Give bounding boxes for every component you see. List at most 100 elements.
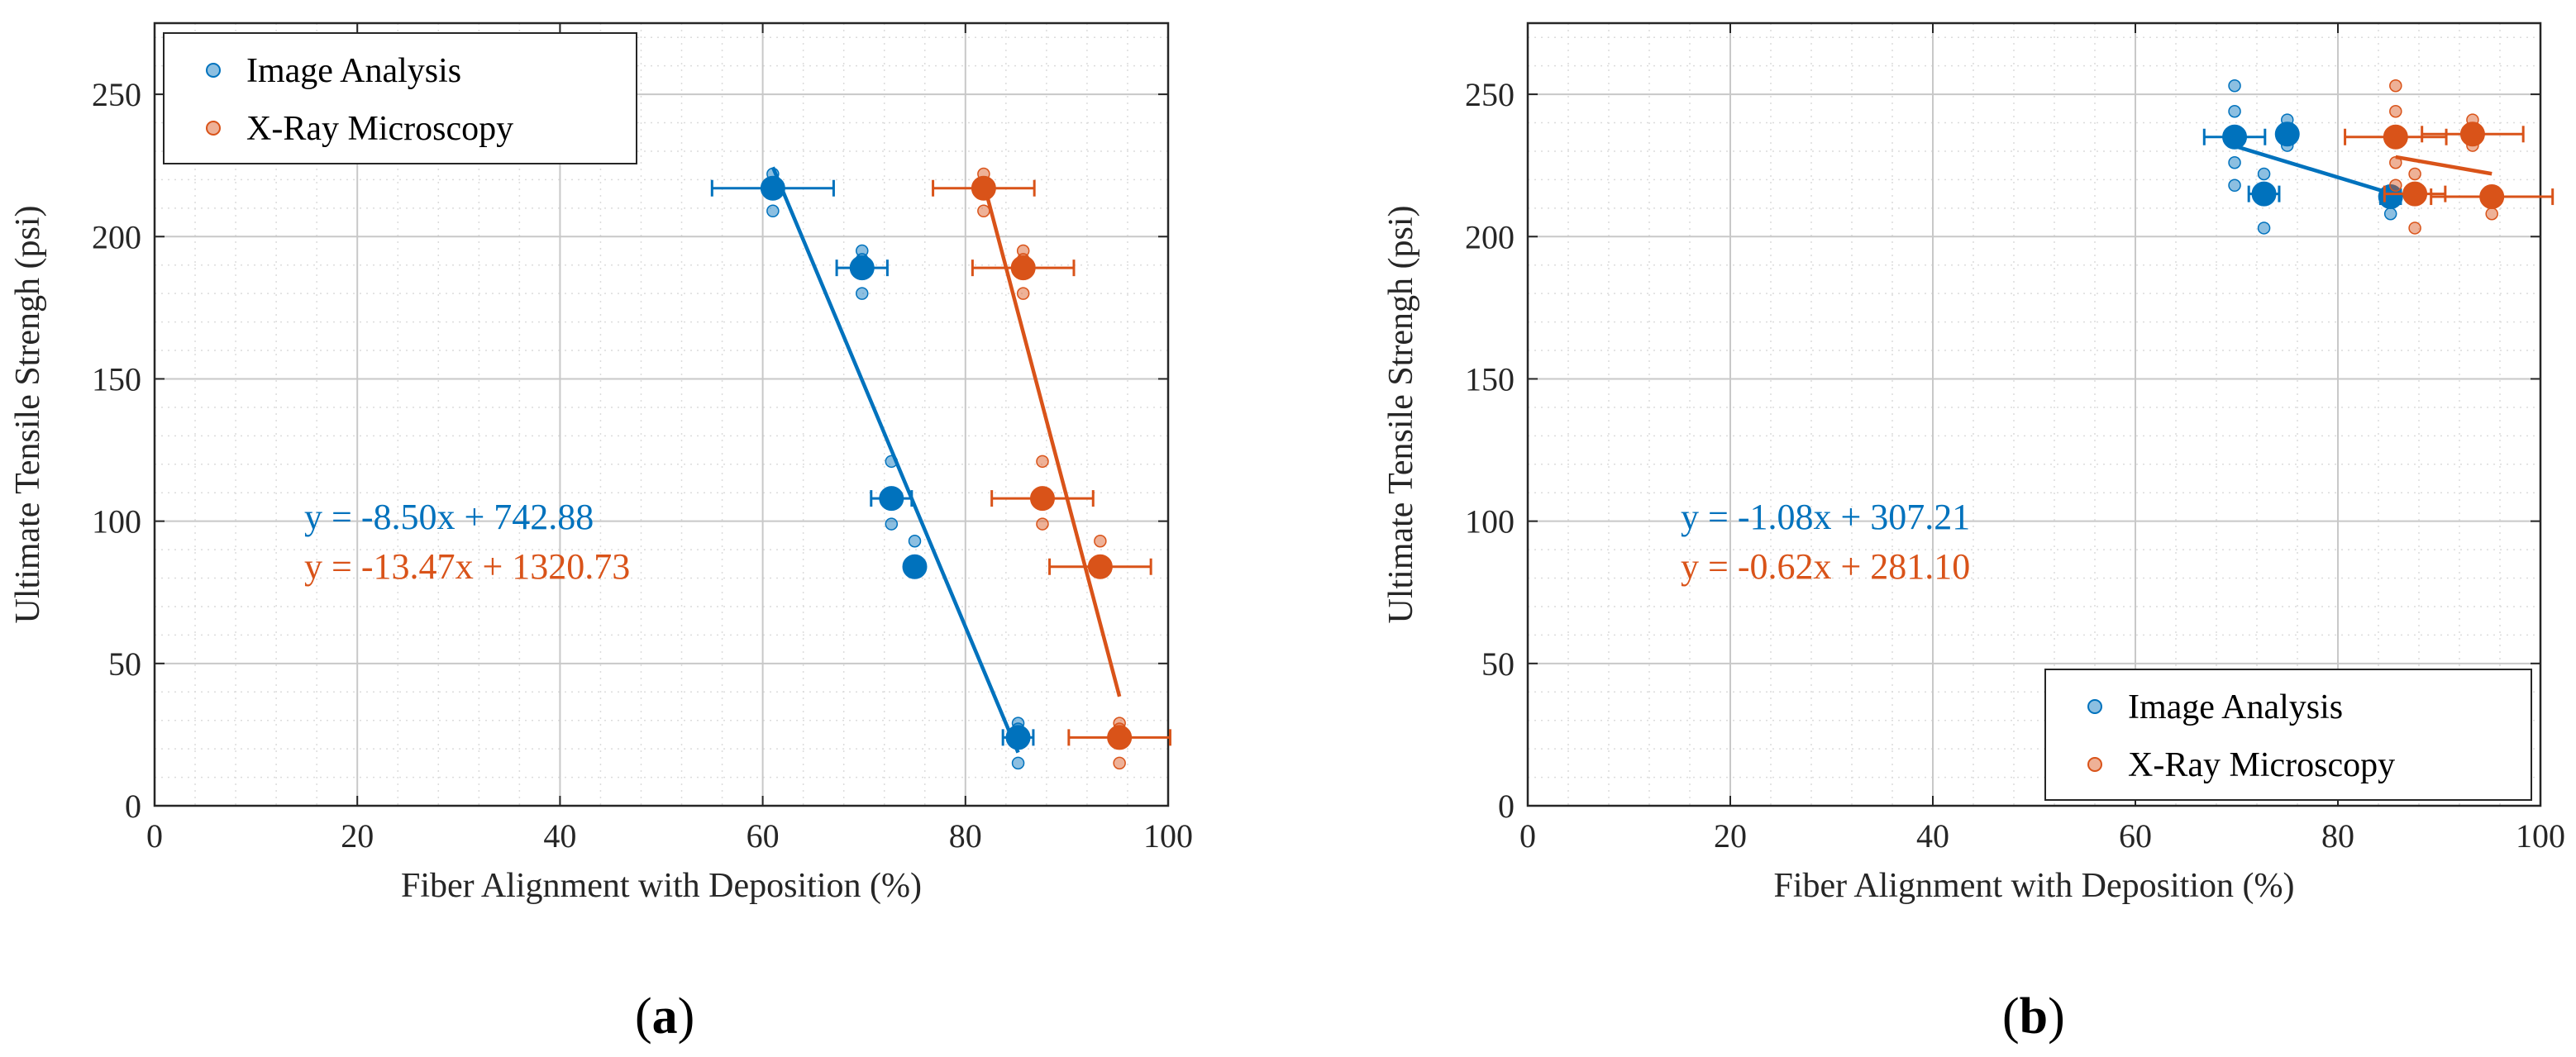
series-x-ray-microscopy: y = -13.47x + 1320.73 — [304, 167, 1171, 770]
sample-point — [1016, 287, 1030, 300]
sample-point — [885, 517, 899, 531]
legend-marker — [2087, 757, 2102, 772]
sample-point — [2389, 79, 2402, 93]
sample-point — [855, 287, 869, 300]
y-axis-label: Ultimate Tensile Strengh (psi) — [1382, 205, 1420, 623]
sample-point — [2257, 221, 2271, 235]
equation-label: y = -1.08x + 307.21 — [1681, 497, 1970, 537]
x-tick-label: 60 — [2119, 817, 2152, 855]
x-tick-label: 100 — [1143, 817, 1193, 855]
mean-point — [1029, 486, 1055, 512]
panel-label-a: (a) — [635, 988, 695, 1045]
x-axis-label: Fiber Alignment with Deposition (%) — [401, 867, 922, 905]
mean-point — [971, 175, 996, 201]
y-tick-label: 100 — [1465, 503, 1515, 540]
legend-box — [2044, 669, 2532, 801]
mean-point — [760, 175, 785, 201]
y-tick-label: 50 — [108, 645, 141, 683]
sample-point — [2228, 79, 2241, 93]
x-tick-label: 100 — [2516, 817, 2565, 855]
mean-point — [2402, 181, 2428, 207]
x-tick-label: 40 — [1916, 817, 1949, 855]
x-axis-label: Fiber Alignment with Deposition (%) — [1774, 867, 2295, 905]
sample-point — [2389, 155, 2402, 169]
mean-point — [879, 486, 904, 512]
sample-point — [1011, 756, 1025, 770]
equation-label: y = -13.47x + 1320.73 — [304, 546, 630, 587]
legend-label: X-Ray Microscopy — [2128, 746, 2395, 784]
chart-panel-a: 0 20 40 60 80 100 0 50 100 150 200 250 Fiber Alignme… — [9, 21, 1193, 905]
panel-label-b: (b) — [2002, 988, 2065, 1045]
chart-panel-b: 0 20 40 60 80 100 0 50 100 150 200 250 Fiber Alignme… — [1382, 21, 2565, 905]
sample-point — [2228, 179, 2241, 193]
sample-point — [977, 204, 990, 218]
y-tick-label: 150 — [92, 360, 141, 398]
x-tick-label: 40 — [543, 817, 576, 855]
y-tick-label: 200 — [92, 218, 141, 255]
y-tick-label: 200 — [1465, 218, 1515, 255]
y-tick-label: 50 — [1481, 645, 1515, 683]
y-tick-label: 100 — [92, 503, 141, 540]
sample-point — [885, 455, 899, 469]
x-tick-label: 80 — [949, 817, 982, 855]
mean-point — [2251, 181, 2277, 207]
sample-point — [2228, 105, 2241, 118]
equation-label: y = -8.50x + 742.88 — [304, 497, 594, 537]
sample-point — [1113, 756, 1126, 770]
axis-box — [1526, 21, 2542, 807]
sample-point — [766, 204, 780, 218]
sample-point — [1036, 517, 1049, 531]
sample-point — [908, 534, 922, 548]
mean-point — [1107, 725, 1133, 750]
legend-label: X-Ray Microscopy — [246, 110, 513, 148]
mean-point — [1087, 554, 1113, 579]
x-tick-label: 0 — [1519, 817, 1536, 855]
mean-point — [902, 554, 928, 579]
legend: Image Analysis X-Ray Microscopy — [163, 32, 637, 164]
legend-label: Image Analysis — [246, 52, 461, 90]
equation-label: y = -0.62x + 281.10 — [1681, 546, 1970, 587]
sample-point — [2389, 105, 2402, 118]
legend-label: Image Analysis — [2128, 688, 2343, 726]
sample-point — [1036, 455, 1049, 469]
sample-point — [2408, 167, 2421, 181]
legend: Image Analysis X-Ray Microscopy — [2044, 669, 2532, 801]
axis-box — [153, 21, 1170, 807]
sample-point — [1094, 534, 1107, 548]
axes: 0 20 40 60 80 100 0 50 100 150 200 250 Fiber Alignme… — [9, 21, 1193, 905]
legend-marker — [206, 63, 221, 78]
legend-box — [163, 32, 637, 164]
y-tick-label: 0 — [125, 788, 141, 825]
mean-point — [849, 255, 875, 281]
series-image-analysis: y = -8.50x + 742.88 — [304, 166, 1035, 770]
sample-point — [2383, 207, 2397, 221]
legend-marker — [2087, 699, 2102, 714]
y-axis-label: Ultimate Tensile Strengh (psi) — [9, 205, 47, 623]
sample-point — [2228, 155, 2241, 169]
mean-point — [1005, 725, 1031, 750]
sample-point — [2257, 167, 2271, 181]
mean-point — [2274, 121, 2300, 147]
mean-point — [1010, 255, 1036, 281]
x-tick-label: 80 — [2321, 817, 2354, 855]
mean-point — [2479, 184, 2505, 210]
y-tick-label: 0 — [1498, 788, 1515, 825]
y-tick-label: 150 — [1465, 360, 1515, 398]
mean-point — [2222, 124, 2248, 150]
series-x-ray-microscopy: y = -0.62x + 281.10 — [1681, 79, 2555, 587]
x-tick-label: 20 — [341, 817, 374, 855]
sample-point — [2408, 221, 2421, 235]
y-tick-label: 250 — [1465, 76, 1515, 113]
fit-line — [2395, 155, 2493, 176]
legend-marker — [206, 121, 221, 136]
x-tick-label: 20 — [1714, 817, 1747, 855]
sample-point — [2485, 207, 2498, 221]
series-image-analysis: y = -1.08x + 307.21 — [1681, 79, 2403, 537]
sample-point — [2389, 179, 2402, 193]
x-tick-label: 0 — [146, 817, 163, 855]
mean-point — [2459, 121, 2485, 147]
mean-point — [2383, 124, 2408, 150]
y-tick-label: 250 — [92, 76, 141, 113]
fit-line — [2234, 144, 2392, 196]
